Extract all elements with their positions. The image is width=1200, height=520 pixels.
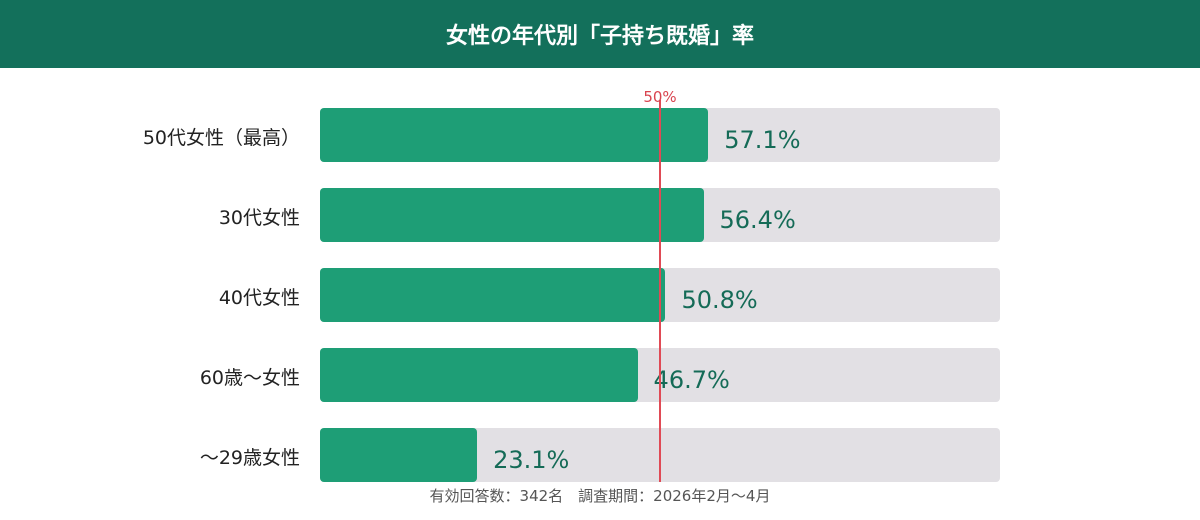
value-label: 56.4% xyxy=(719,206,796,234)
category-label: 30代女性 xyxy=(218,207,300,229)
reference-line xyxy=(659,100,661,482)
chart-title: 女性の年代別「子持ち既婚」率 xyxy=(445,24,754,49)
survey-footnote: 有効回答数：342名 調査期間：2026年2月〜4月 xyxy=(429,487,771,505)
bar xyxy=(320,348,638,402)
category-label: 50代女性（最高） xyxy=(142,127,300,149)
bar xyxy=(320,108,709,162)
chart-title-bar: 女性の年代別「子持ち既婚」率 xyxy=(0,0,1200,68)
bar xyxy=(320,188,704,242)
value-label: 57.1% xyxy=(724,126,801,154)
category-label: 40代女性 xyxy=(218,287,300,309)
bar xyxy=(320,428,478,482)
reference-line-label: 50% xyxy=(643,88,677,106)
category-label: 〜29歳女性 xyxy=(199,447,300,469)
value-label: 46.7% xyxy=(653,366,730,394)
category-label: 60歳〜女性 xyxy=(199,367,300,389)
value-label: 23.1% xyxy=(493,446,570,474)
value-label: 50.8% xyxy=(681,286,758,314)
bar xyxy=(320,268,666,322)
